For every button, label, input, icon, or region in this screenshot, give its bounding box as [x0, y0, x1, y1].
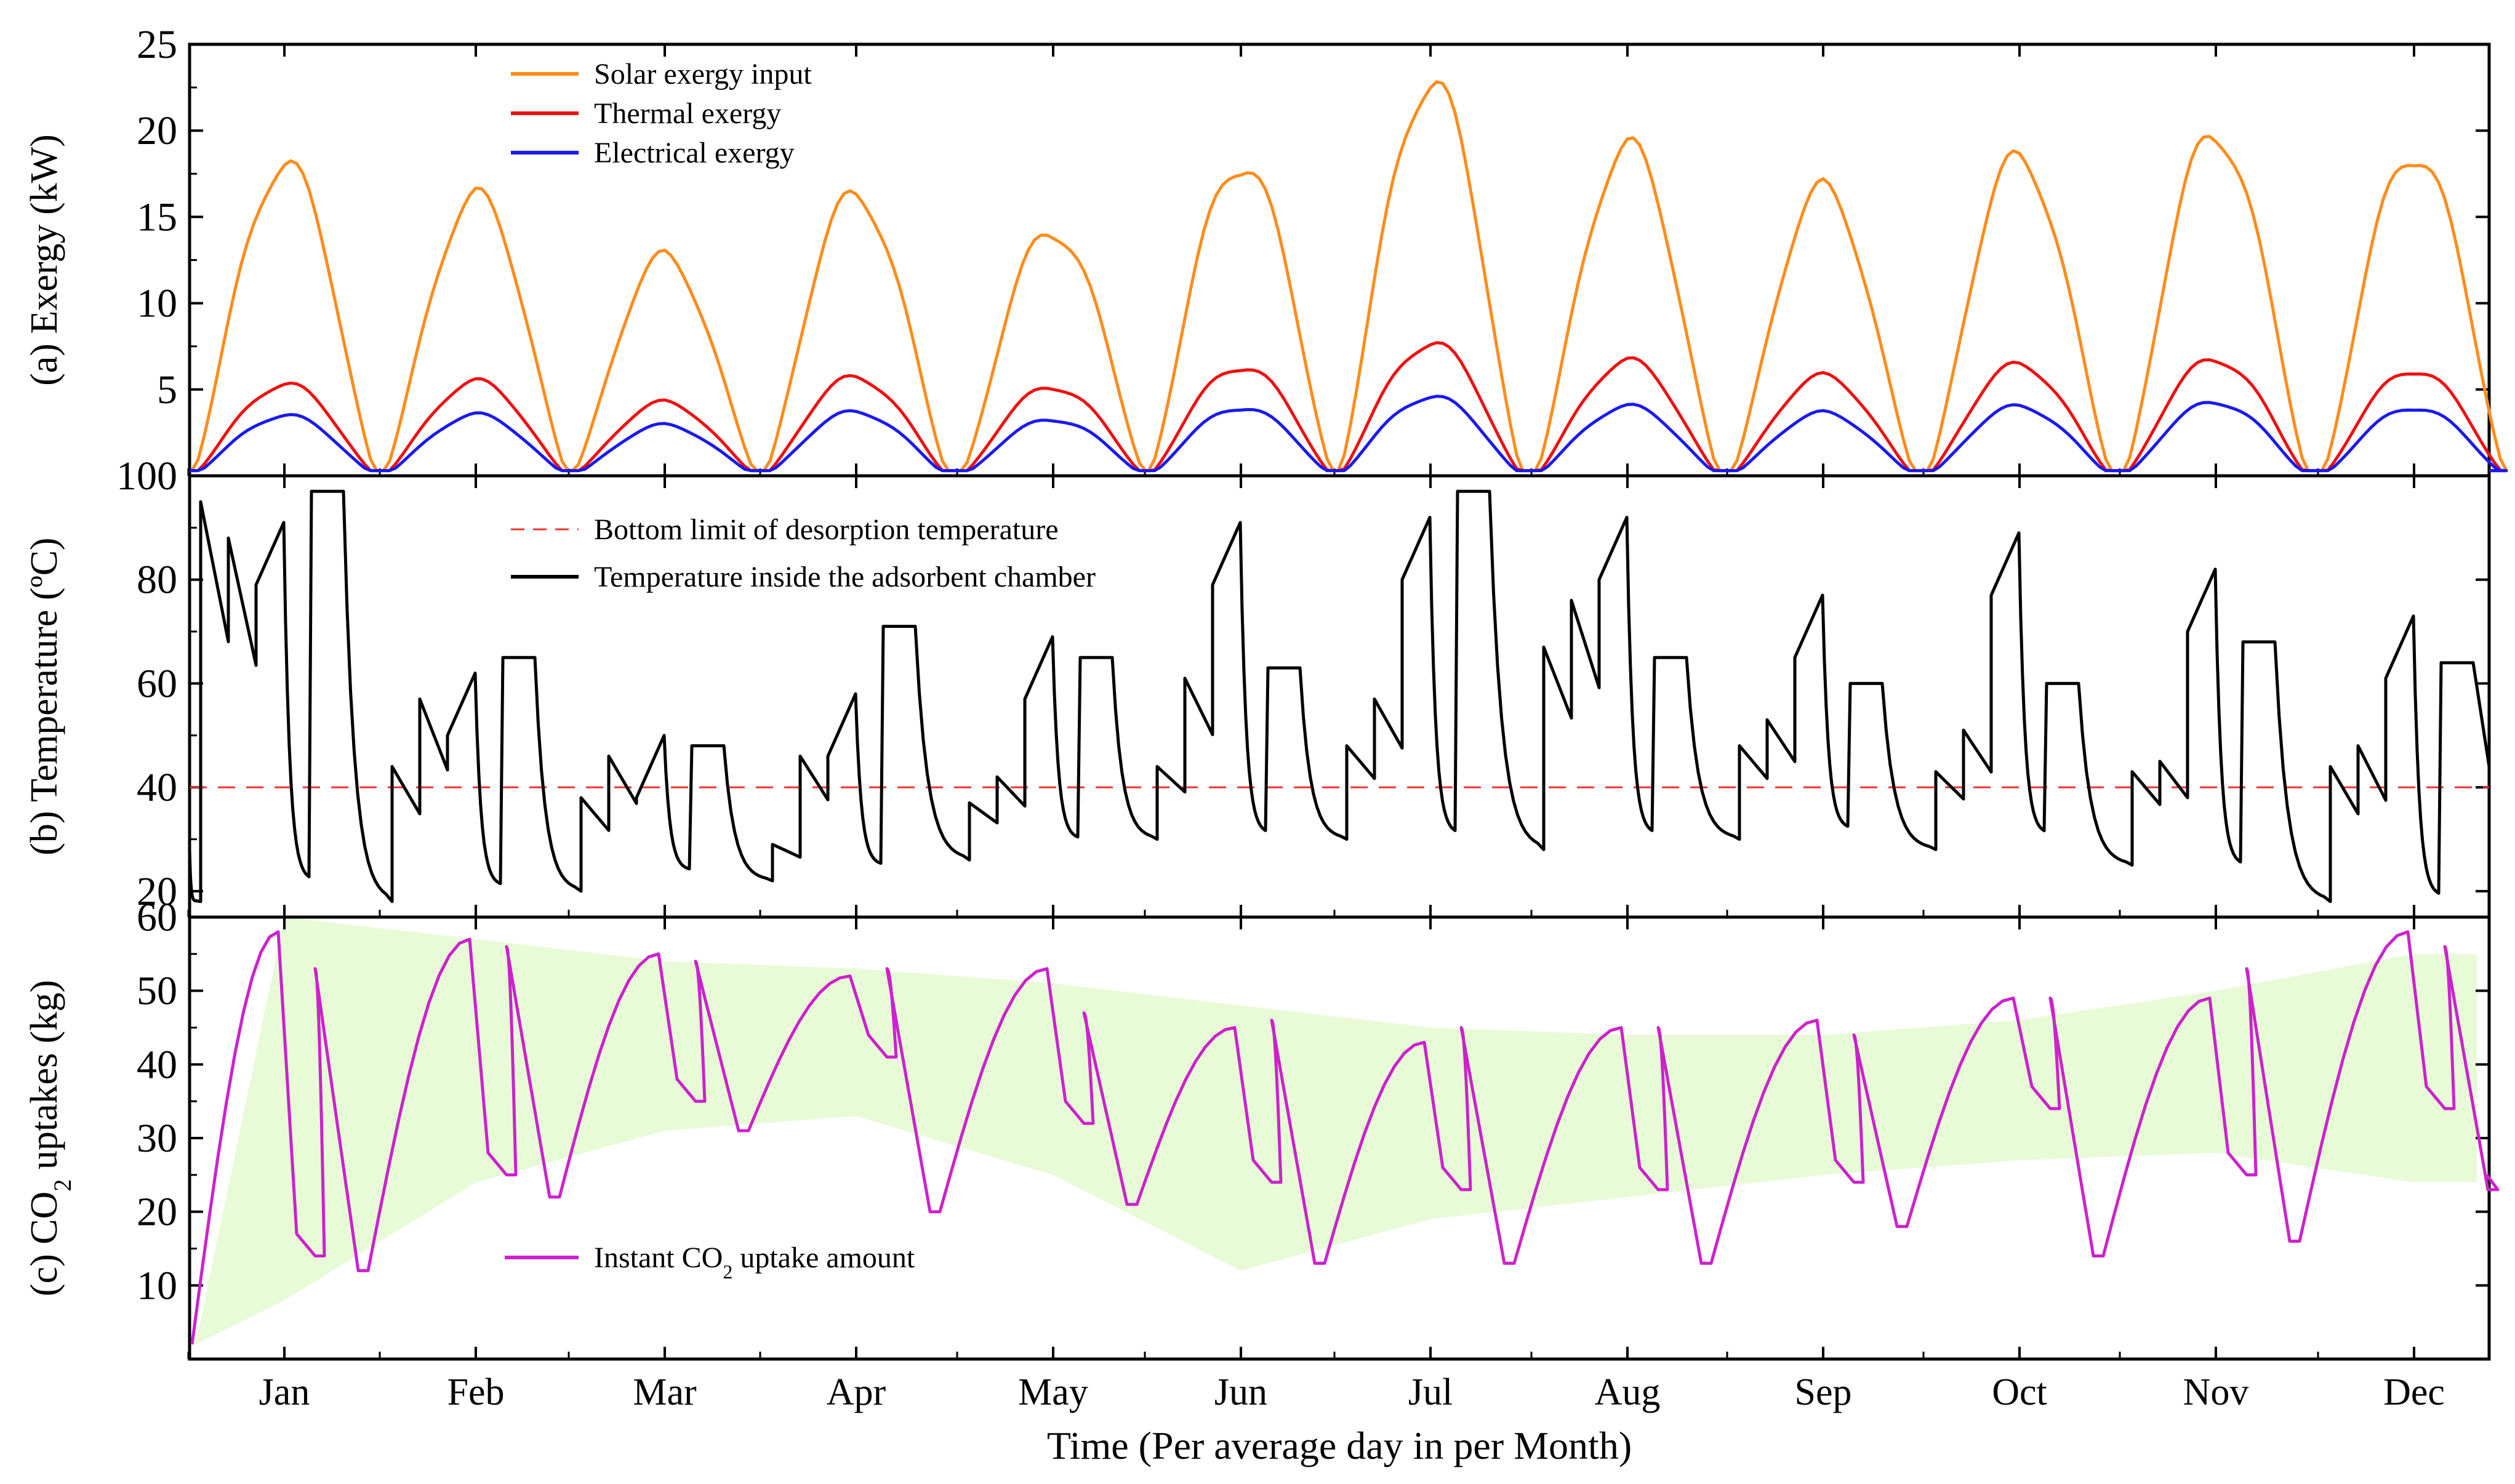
exergy-ytick-label: 10 [137, 281, 177, 326]
exergy-ytick-label: 25 [137, 22, 177, 67]
month-label-sep: Sep [1795, 1371, 1852, 1413]
temperature-ytick-label: 100 [116, 454, 177, 499]
x-axis-title: Time (Per average day in per Month) [1047, 1424, 1632, 1467]
x-axis: Jan Feb Mar Apr May Jun Jul Aug Sep Oct Nov Dec Time… [259, 1371, 2445, 1467]
co2-axis-title: (c) CO2 uptakes (kg) [23, 980, 76, 1296]
month-label-nov: Nov [2183, 1371, 2249, 1413]
exergy-frame [188, 42, 2491, 478]
co2-panel: 10 20 30 40 50 60 (c) CO2 uptakes (kg) Instant … [23, 895, 2500, 1361]
legend-label: Thermal exergy [594, 97, 781, 130]
temperature-ytick-label: 80 [137, 558, 177, 603]
co2-ytick-label: 50 [137, 969, 177, 1014]
co2-ytick-label: 40 [137, 1042, 177, 1087]
month-label-mar: Mar [633, 1371, 697, 1413]
co2-ytick-label: 30 [137, 1116, 177, 1161]
exergy-panel: 5 10 15 20 25 (a) Exergy (kW) Solar exergy inp… [23, 22, 2508, 478]
exergy-ytick-label: 5 [157, 367, 177, 412]
temperature-ytick-label: 20 [137, 869, 177, 914]
month-label-jan: Jan [259, 1371, 310, 1413]
exergy-axis-title: (a) Exergy (kW) [23, 134, 65, 386]
month-label-aug: Aug [1595, 1371, 1661, 1413]
co2-ytick-label: 20 [137, 1190, 177, 1235]
co2-band [196, 917, 2477, 1345]
month-label-jul: Jul [1408, 1371, 1453, 1413]
legend-label: Solar exergy input [594, 58, 812, 90]
temperature-axis-title: (b) Temperature (ºC) [23, 537, 65, 855]
month-label-may: May [1018, 1371, 1088, 1413]
legend-label-temperature: Temperature inside the adsorbent chamber [594, 561, 1096, 593]
month-label-jun: Jun [1214, 1371, 1267, 1413]
month-label-dec: Dec [2383, 1371, 2445, 1413]
month-label-oct: Oct [1992, 1371, 2047, 1413]
temperature-panel: 20 40 60 80 100 (b) Temperature (ºC) Bottom li… [23, 454, 2491, 919]
legend-label-co2: Instant CO2 uptake amount [594, 1241, 915, 1283]
exergy-ytick-label: 20 [137, 108, 177, 153]
exergy-line-electrical-exergy [190, 395, 2508, 473]
month-label-apr: Apr [827, 1371, 886, 1413]
exergy-ytick-label: 15 [137, 195, 177, 239]
co2-ytick-label: 60 [137, 895, 177, 940]
legend-label: Electrical exergy [594, 137, 795, 169]
temperature-frame [188, 474, 2491, 919]
exergy-line-solar-exergy-input [190, 80, 2508, 473]
temperature-ytick-label: 60 [137, 661, 177, 706]
legend-label-limit: Bottom limit of desorption temperature [594, 513, 1059, 546]
month-label-feb: Feb [447, 1371, 505, 1413]
co2-ytick-label: 10 [137, 1263, 177, 1308]
temperature-ytick-label: 40 [137, 765, 177, 810]
temperature-line [188, 489, 2491, 904]
co2-uptake-line [190, 930, 2500, 1345]
